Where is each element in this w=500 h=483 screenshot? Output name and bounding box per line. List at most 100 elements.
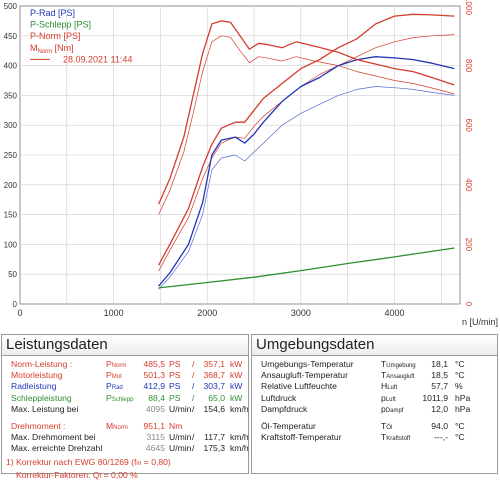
performance-separator: / — [192, 359, 195, 369]
series-line — [158, 35, 455, 215]
performance-unit-2: kW — [230, 370, 243, 381]
y-left-tick-label: 150 — [4, 211, 18, 220]
performance-label: Radleistung — [11, 381, 57, 392]
performance-label: Max. Leistung bei — [11, 403, 79, 414]
environment-unit: hPa — [455, 392, 471, 403]
performance-unit-2: km/h — [230, 432, 249, 443]
y-left-tick-label: 500 — [4, 2, 18, 11]
performance-unit-1: U/min — [169, 403, 192, 414]
series-line — [158, 247, 455, 289]
performance-value-1: 88,4 — [148, 392, 165, 403]
correction-sub: m — [136, 460, 142, 467]
performance-unit-1: U/min — [169, 432, 192, 443]
performance-separator: / — [192, 443, 195, 454]
environment-row: Umgebungs-Temperatur TUmgebung 18,1 °C — [252, 359, 497, 370]
y-right-tick-label: 400 — [464, 178, 473, 192]
y-right-tick-label: 1000 — [464, 0, 473, 15]
performance-unit-2: kW — [230, 392, 243, 403]
correction-text: 1) Korrektur nach EWG 80/1269 (f — [6, 456, 137, 467]
performance-label: Max. erreichte Drehzahl — [11, 443, 103, 454]
correction-end: = 0,80) — [141, 456, 171, 467]
environment-row: Relative Luftfeuchte HLuft 57,7% — [252, 381, 497, 392]
performance-value-2: 65,0 — [208, 392, 225, 403]
performance-row: Max. Drehmoment bei 3115 U/min/ 117,7 km/h — [2, 432, 249, 443]
series-line — [158, 13, 455, 266]
performance-separator: / — [192, 403, 195, 414]
performance-value-1: 485,5 — [143, 359, 165, 369]
y-left-tick-label: 200 — [4, 181, 18, 190]
performance-unit-2: kW — [230, 381, 243, 392]
environment-label: Ansaugluft-Temperatur — [261, 370, 348, 381]
y-left-tick-label: 450 — [4, 32, 18, 41]
y-right-tick-label: 800 — [464, 59, 473, 73]
environment-row: Luftdruck pLuft 1011,9 hPa — [252, 393, 497, 404]
performance-label: Drehmoment : — [11, 420, 66, 431]
performance-value-1: 951,1 — [143, 420, 165, 431]
performance-value-1: 3115 — [146, 432, 165, 443]
x-tick-label: 4000 — [384, 308, 404, 318]
legend-date: 28.09.2021 11:44 — [63, 54, 132, 64]
performance-row: Norm-Leistung : PNorm 485,5 PS / 357,1 kW — [2, 359, 248, 370]
performance-label: Motorleistung — [11, 370, 63, 381]
performance-symbol: PRad — [106, 381, 123, 392]
series-line — [158, 20, 455, 205]
performance-unit-2: km/h — [230, 403, 249, 414]
environment-label: Luftdruck — [261, 392, 297, 403]
environment-symbol: TÖl — [381, 420, 393, 431]
environment-label: Relative Luftfeuchte — [261, 381, 337, 392]
performance-label: Max. Drehmoment bei — [11, 432, 96, 443]
y-left-tick-label: 50 — [8, 270, 17, 279]
series-line — [158, 34, 455, 272]
environment-unit: °C — [455, 359, 465, 369]
environment-symbol: TUmgebung — [381, 359, 416, 369]
performance-value-2: 154,6 — [203, 403, 225, 414]
x-tick-label: 0 — [17, 308, 22, 318]
environment-label: Öl-Temperatur — [261, 420, 316, 431]
performance-value-1: 412,9 — [143, 381, 165, 392]
performance-row: Max. Leistung bei 4095 U/min/ 154,6 km/h — [2, 403, 249, 415]
performance-row: Motorleistung PMot 501,3 PS / 368,7 kW — [2, 370, 248, 381]
environment-unit: °C — [455, 432, 465, 443]
environment-row: Kraftstoff-Temperatur TKraftstoff ---,- °C — [252, 432, 497, 443]
performance-separator: / — [192, 370, 195, 381]
x-axis-label: n [U/min] — [462, 317, 498, 327]
y-left-tick-label: 100 — [4, 240, 18, 249]
correction-factor-text: Korrektur-Faktoren: Q — [16, 469, 100, 480]
performance-symbol: MNorm — [106, 420, 128, 431]
y-right-tick-label: 0 — [464, 302, 473, 307]
performance-label: Schleppleistung — [11, 392, 72, 403]
performance-separator: / — [192, 392, 195, 403]
x-tick-label: 2000 — [197, 308, 217, 318]
performance-row: Max. erreichte Drehzahl 4645 U/min/ 175,3 km… — [2, 443, 249, 454]
environment-rows: Umgebungs-Temperatur TUmgebung 18,1 °C Ansau… — [252, 356, 497, 443]
legend-entry: P-Schlepp [PS] — [30, 20, 91, 30]
performance-symbol: PMot — [106, 370, 122, 381]
x-tick-label: 1000 — [104, 308, 124, 318]
performance-separator: / — [192, 381, 195, 392]
y-left-tick-label: 350 — [4, 91, 18, 100]
legend-entry: MNorm [Nm] — [30, 43, 74, 55]
performance-value-2: 368,7 — [203, 370, 225, 381]
performance-unit-1: Nm — [169, 420, 183, 431]
environment-symbol: pLuft — [381, 392, 396, 403]
environment-row: Ansaugluft-Temperatur TAnsaugluft 18,5 °C — [252, 370, 497, 381]
environment-symbol: pDampf — [381, 403, 404, 414]
performance-value-1: 4095 — [145, 403, 165, 414]
series-line — [158, 56, 455, 287]
y-right-tick-label: 200 — [464, 238, 473, 252]
x-tick-label: 3000 — [291, 308, 311, 318]
environment-unit: hPa — [455, 403, 471, 414]
y-left-tick-label: 400 — [4, 62, 18, 71]
environment-data-panel: Umgebungsdaten Umgebungs-Temperatur TUmge… — [251, 334, 498, 474]
environment-value: 1011,9 — [422, 392, 448, 403]
environment-value: 18,5 — [431, 370, 448, 381]
environment-row: Öl-Temperatur TÖl 94,0 °C — [252, 421, 497, 432]
performance-value-1: 4645 — [145, 443, 165, 454]
performance-unit-1: U/min — [169, 443, 192, 454]
performance-symbol: PNorm — [106, 359, 127, 369]
environment-value: 94,0 — [431, 420, 448, 431]
performance-value-2: 357,1 — [203, 359, 225, 369]
y-left-tick-label: 300 — [4, 121, 18, 130]
y-right-tick-label: 600 — [464, 119, 473, 133]
